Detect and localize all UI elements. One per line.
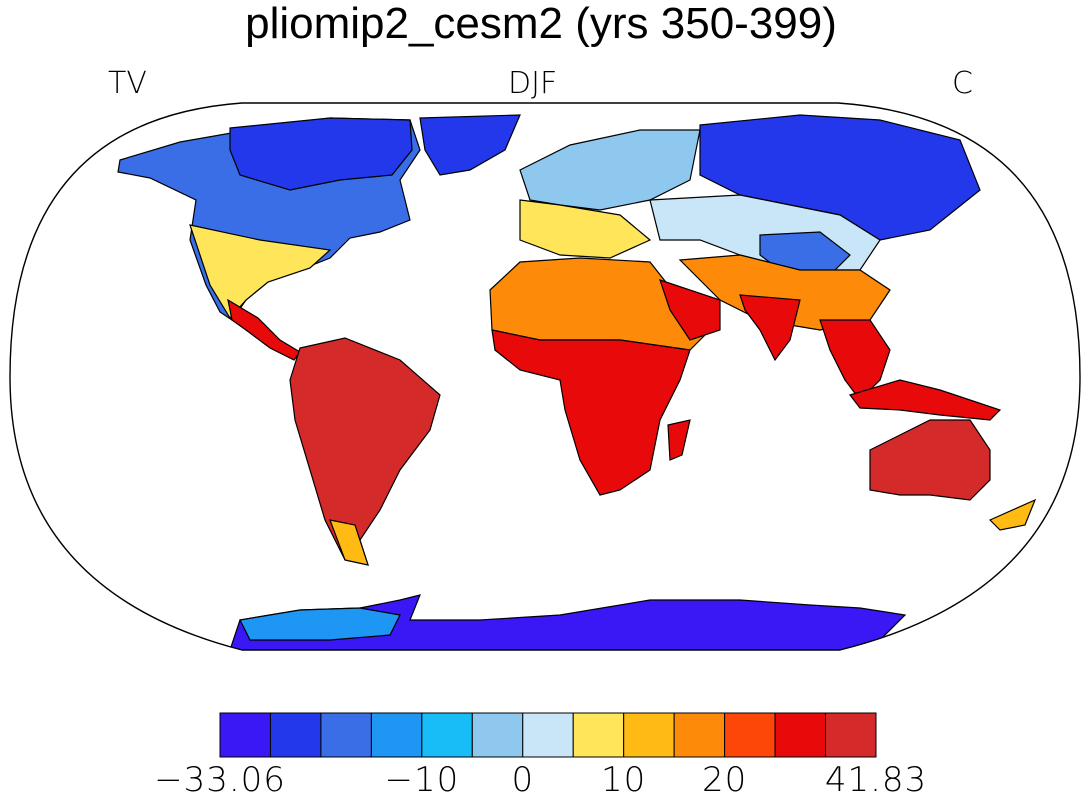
globe-outline <box>9 102 1081 651</box>
central-america-land <box>227 298 301 361</box>
north-america-south <box>189 224 332 320</box>
europe-land <box>519 129 701 211</box>
colorbar-swatch <box>320 712 372 758</box>
colorbar-swatch <box>774 712 827 758</box>
north-america-north <box>229 117 413 191</box>
greenland-land <box>419 114 521 176</box>
colorbar-swatch <box>572 712 625 758</box>
variable-label: TV <box>108 66 147 101</box>
units-label: C <box>952 66 973 101</box>
africa-land <box>491 329 691 496</box>
antarctica-coast <box>239 607 401 641</box>
colorbar-swatch <box>623 712 675 758</box>
europe-south <box>519 199 652 259</box>
colorbar-swatch <box>370 712 423 758</box>
colorbar-tick-label: 10 <box>601 760 647 800</box>
colorbar-tick-label: 20 <box>701 760 748 800</box>
season-label: DJF <box>508 66 558 101</box>
colorbar-swatch <box>825 712 877 758</box>
map-title: pliomip2_cesm2 (yrs 350-399) <box>245 0 837 48</box>
asia-south <box>678 254 891 331</box>
world-map <box>9 102 1081 651</box>
madagascar-land <box>667 419 691 461</box>
colorbar-swatch <box>471 712 524 758</box>
colorbar-swatch <box>522 712 574 758</box>
colorbar-tick-label: 41.83 <box>824 760 928 800</box>
colorbar-tick-label: −33.06 <box>154 760 286 800</box>
colorbar-swatch <box>219 712 271 758</box>
arabia-land <box>659 279 721 341</box>
new-zealand-land <box>988 498 1037 531</box>
indonesia-land <box>848 379 1002 421</box>
colorbar-swatch <box>673 712 726 758</box>
south-america-tip <box>329 519 369 566</box>
asia-north <box>699 114 981 241</box>
colorbar-swatch <box>421 712 473 758</box>
india-land <box>739 294 801 362</box>
colorbar-tick-label: −10 <box>384 760 460 800</box>
australia-land <box>869 419 991 501</box>
colorbar-swatch <box>269 712 322 758</box>
colorbar-tick-label: 0 <box>511 760 535 800</box>
colorbar-swatch <box>724 712 776 758</box>
